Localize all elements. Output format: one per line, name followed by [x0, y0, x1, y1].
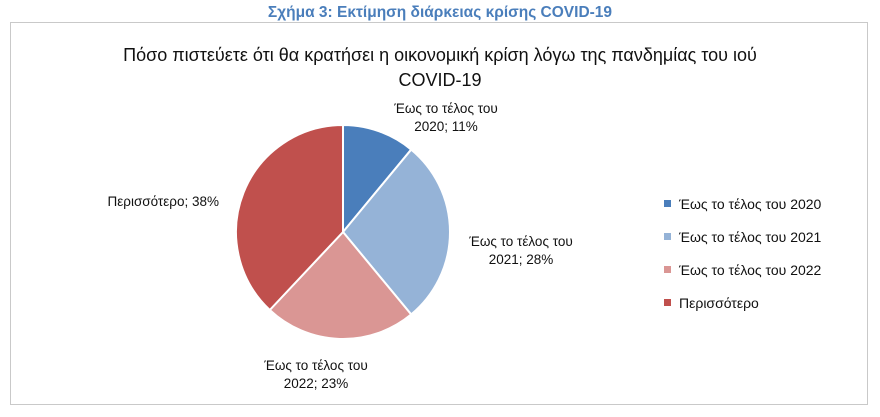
legend-swatch	[664, 299, 671, 306]
pie-chart: Έως το τέλος του 2020; 11% Έως το τέλος το…	[108, 101, 573, 391]
data-label-3: Έως το τέλος του 2022; 23%	[263, 358, 367, 391]
legend-label: Έως το τέλος του 2021	[679, 228, 822, 245]
pie-slice-4	[235, 123, 344, 312]
legend-label: Έως το τέλος του 2022	[679, 261, 822, 278]
chart-area: Πόσο πιστεύετε ότι θα κρατήσει η οικονομ…	[10, 22, 868, 405]
legend-swatch	[664, 200, 671, 207]
chart-title: Πόσο πιστεύετε ότι θα κρατήσει η οικονομ…	[11, 43, 869, 93]
legend-label: Έως το τέλος του 2020	[679, 195, 822, 212]
legend-label: Περισσότερο	[679, 294, 759, 311]
chart-title-line-2: COVID-19	[398, 70, 482, 90]
legend-swatch	[664, 266, 671, 273]
pie-slice-2	[341, 148, 451, 316]
data-label-4: Περισσότερο; 38%	[108, 194, 220, 209]
data-label-2: Έως το τέλος του 2021; 28%	[468, 234, 572, 267]
figure-caption: Σχήμα 3: Εκτίμηση διάρκειας κρίσης COVID…	[267, 4, 613, 21]
pie-slice-1	[342, 123, 413, 235]
chart-title-line-1: Πόσο πιστεύετε ότι θα κρατήσει η οικονομ…	[123, 45, 757, 65]
legend-item-4: Περισσότερο	[664, 286, 821, 319]
legend-item-2: Έως το τέλος του 2021	[664, 220, 821, 253]
legend-item-3: Έως το τέλος του 2022	[664, 253, 821, 286]
data-label-1: Έως το τέλος του 2020; 11%	[393, 101, 497, 134]
pie-slice-3	[268, 230, 413, 340]
legend: Έως το τέλος του 2020 Έως το τέλος του 20…	[664, 187, 821, 319]
legend-item-1: Έως το τέλος του 2020	[664, 187, 821, 220]
legend-swatch	[664, 233, 671, 240]
